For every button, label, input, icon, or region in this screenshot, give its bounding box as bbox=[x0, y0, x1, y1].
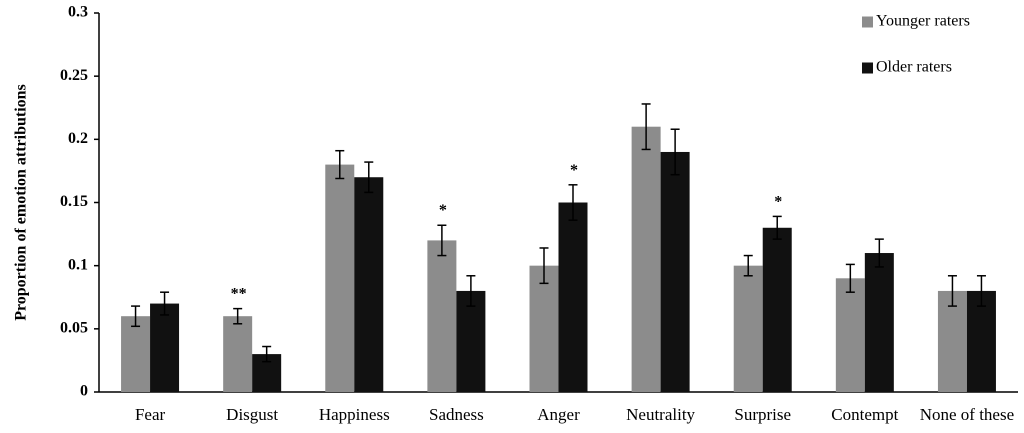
category-group bbox=[937, 275, 996, 392]
x-tick-label: Fear bbox=[135, 405, 166, 424]
significance-marker: ** bbox=[231, 286, 247, 303]
category-group: ** bbox=[223, 286, 282, 392]
y-tick-label: 0.25 bbox=[60, 67, 88, 84]
bar-older-raters bbox=[660, 151, 690, 392]
bar-younger-raters bbox=[223, 316, 253, 392]
x-tick-label: Sadness bbox=[429, 405, 484, 424]
bar-older-raters bbox=[966, 290, 996, 392]
bar-younger-raters bbox=[427, 240, 457, 392]
bar-older-raters bbox=[762, 227, 792, 392]
bar-older-raters bbox=[150, 303, 180, 392]
x-tick-label: Neutrality bbox=[626, 405, 695, 424]
y-tick-label: 0.05 bbox=[60, 320, 88, 337]
x-tick-label: None of these bbox=[920, 405, 1014, 424]
category-group bbox=[835, 238, 894, 392]
legend-label: Older raters bbox=[876, 59, 952, 76]
bar-younger-raters bbox=[733, 265, 763, 392]
legend-swatch bbox=[862, 62, 873, 74]
y-tick-label: 0.3 bbox=[68, 4, 88, 21]
legend-item: Older raters bbox=[862, 59, 952, 76]
y-tick-label: 0.1 bbox=[68, 256, 88, 273]
x-tick-labels: Fear Disgust Happiness Sadness Anger Neutrali… bbox=[135, 405, 1014, 424]
bar-younger-raters bbox=[121, 316, 151, 392]
bar-younger-raters bbox=[529, 265, 559, 392]
bar-younger-raters bbox=[937, 290, 967, 392]
bar-older-raters bbox=[864, 253, 894, 392]
bar-older-raters bbox=[558, 202, 588, 392]
legend: Younger raters Older raters bbox=[862, 13, 970, 76]
category-group bbox=[121, 291, 180, 392]
bar-older-raters bbox=[354, 177, 384, 392]
significance-marker: * bbox=[439, 202, 447, 219]
category-group bbox=[631, 103, 690, 392]
legend-label: Younger raters bbox=[876, 13, 970, 30]
y-tick-label: 0 bbox=[80, 383, 88, 400]
legend-swatch bbox=[862, 16, 873, 28]
bars: ***** bbox=[121, 103, 996, 392]
category-group: * bbox=[733, 193, 792, 392]
x-tick-label: Disgust bbox=[226, 405, 278, 424]
x-tick-label: Anger bbox=[537, 405, 580, 424]
category-group bbox=[325, 149, 384, 392]
bar-older-raters bbox=[456, 290, 486, 392]
y-axis-title-group: Proportion of emotion attributions bbox=[13, 84, 30, 321]
y-tick-label: 0.2 bbox=[68, 130, 88, 147]
x-tick-label: Contempt bbox=[831, 405, 898, 424]
y-ticks: 0 0.05 0.1 0.15 0.2 0.25 0.3 bbox=[60, 4, 99, 400]
bar-younger-raters bbox=[835, 278, 865, 392]
x-tick-label: Surprise bbox=[734, 405, 791, 424]
significance-marker: * bbox=[570, 162, 578, 179]
category-group: * bbox=[529, 162, 588, 392]
bar-younger-raters bbox=[325, 164, 355, 392]
y-axis-title: Proportion of emotion attributions bbox=[13, 84, 30, 321]
y-tick-label: 0.15 bbox=[60, 193, 88, 210]
category-group: * bbox=[427, 202, 486, 392]
bar-younger-raters bbox=[631, 126, 661, 392]
x-tick-label: Happiness bbox=[319, 405, 390, 424]
legend-item: Younger raters bbox=[862, 13, 970, 30]
significance-marker: * bbox=[774, 193, 782, 210]
